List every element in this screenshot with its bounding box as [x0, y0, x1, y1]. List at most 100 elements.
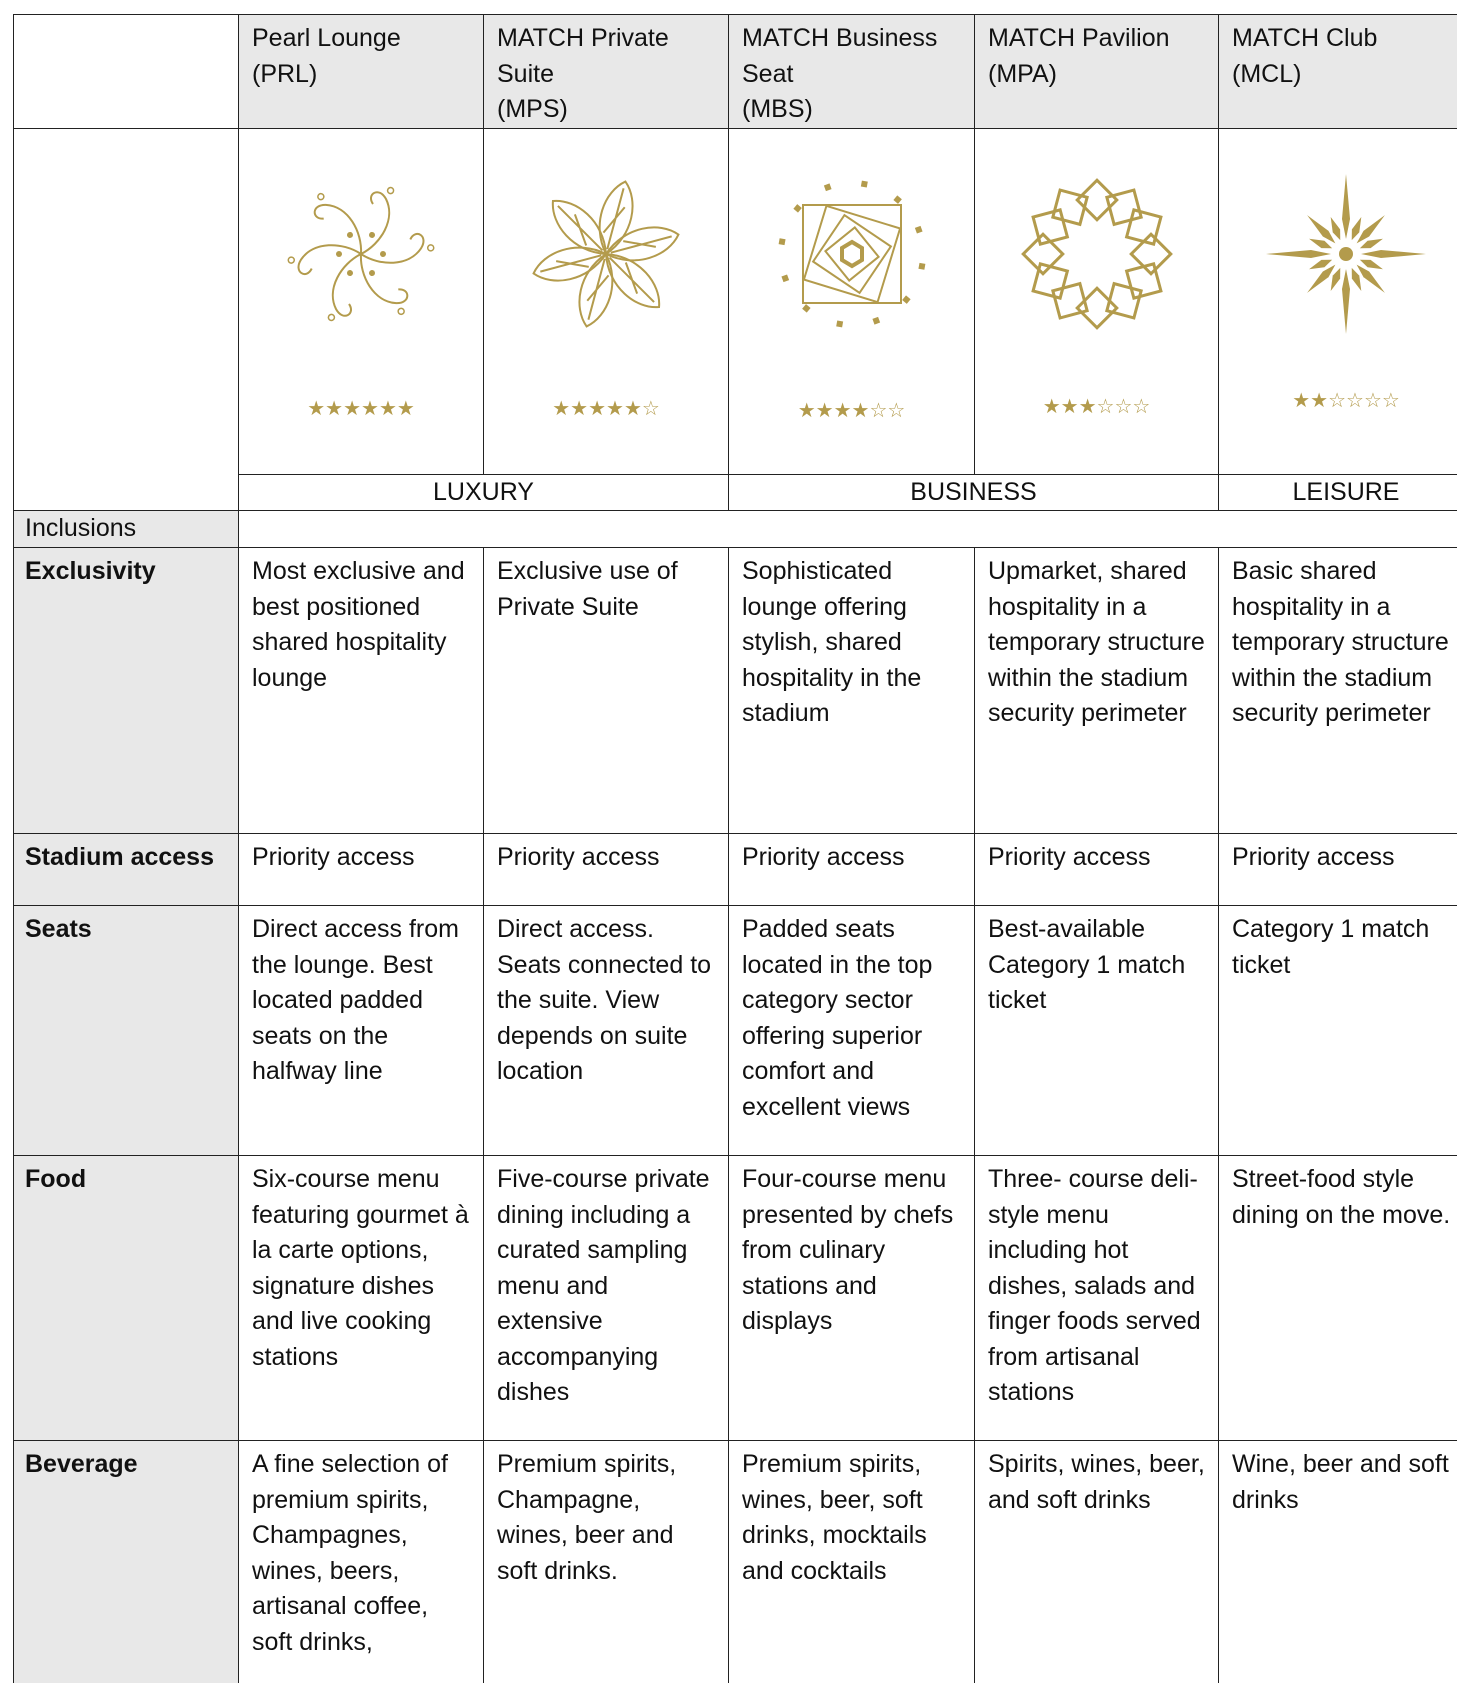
blank-cell	[238, 510, 1457, 548]
cell-text: Category 1 match ticket	[1218, 905, 1457, 1156]
cell-text: Spirits, wines, beer, and soft drinks	[974, 1440, 1219, 1683]
emblem-group	[532, 179, 680, 328]
motif-stroke	[359, 253, 409, 304]
star-empty: ☆	[1363, 390, 1382, 412]
motif-diamond	[1342, 268, 1350, 334]
star-filled: ★	[325, 398, 344, 420]
star-filled: ★	[1042, 396, 1061, 418]
star-empty: ☆	[1132, 396, 1151, 418]
star-empty: ☆	[1114, 396, 1133, 418]
motif-diamond	[1356, 264, 1385, 293]
motif-square	[1030, 207, 1069, 246]
cell-text: Wine, beer and soft drinks	[1218, 1440, 1457, 1683]
motif-square	[801, 203, 902, 304]
motif-dot	[801, 303, 811, 313]
motif-dot	[386, 186, 395, 194]
motif-dot	[397, 307, 405, 315]
icon-cell: ★★★☆☆☆	[974, 127, 1219, 475]
motif-dot	[917, 262, 925, 270]
cell-text: Three- course deli-style menu including …	[974, 1155, 1219, 1441]
motif-petal	[598, 179, 634, 255]
star-empty: ☆	[887, 400, 906, 422]
column-header: MATCH Private Suite (MPS)	[483, 14, 729, 129]
row-label: Food	[13, 1155, 239, 1441]
corner-cell	[13, 14, 239, 129]
motif-dot	[835, 319, 843, 327]
star-empty: ☆	[1328, 390, 1346, 412]
icon-cell: ★★★★★☆	[483, 127, 729, 475]
star-filled: ★	[378, 398, 397, 420]
motif-square	[802, 204, 901, 303]
motif-stroke	[297, 243, 362, 275]
table-row: Exclusivity Most exclusive and best posit…	[13, 547, 1457, 834]
star-filled: ★	[396, 398, 415, 420]
emblem-group	[1020, 177, 1173, 330]
star-empty: ☆	[869, 400, 888, 422]
emblem	[778, 180, 925, 327]
row-label: Exclusivity	[13, 547, 239, 834]
cell-text: A fine selection of premium spirits, Cha…	[238, 1440, 484, 1683]
tier-label: LUXURY	[238, 473, 729, 511]
motif-core	[1339, 246, 1353, 261]
motif-diamond	[1309, 238, 1333, 248]
emblem	[287, 186, 435, 321]
motif-dot	[778, 237, 786, 245]
table-row: ★★★★★★ ★★★★★☆ ★★★★☆☆ ★★★☆☆☆ ★★☆☆☆☆	[13, 127, 1457, 511]
motif-square	[1050, 281, 1089, 320]
star-filled: ★	[343, 398, 361, 420]
cell-text: Priority access	[1218, 833, 1457, 906]
motif-stroke	[331, 252, 362, 317]
motif-diamond	[1266, 249, 1331, 258]
table-body: Pearl Lounge (PRL) MATCH Private Suite (M…	[13, 14, 1457, 1683]
motif-square	[1050, 187, 1089, 226]
motif-diamond	[1330, 267, 1341, 291]
motif-diamond	[1342, 173, 1350, 239]
cell-text: Direct access. Seats connected to the su…	[483, 905, 729, 1156]
motif-square	[1128, 231, 1173, 276]
motif-diamond	[1359, 259, 1383, 269]
cell-text: Priority access	[483, 833, 729, 906]
tier-label: BUSINESS	[728, 473, 1219, 511]
motif-petal	[532, 246, 608, 281]
column-header: Pearl Lounge (PRL)	[238, 14, 484, 129]
tier-label: LEISURE	[1218, 473, 1457, 511]
motif-dot	[823, 182, 832, 191]
star-filled: ★	[606, 398, 624, 420]
inclusions-label: Inclusions	[13, 510, 239, 548]
star-filled: ★	[588, 398, 606, 420]
motif-diamond	[1307, 214, 1336, 243]
cell-text: Priority access	[238, 833, 484, 906]
icon-cell: ★★☆☆☆☆	[1218, 127, 1457, 475]
table-row: Stadium access Priority access Priority ac…	[13, 833, 1457, 906]
motif-petal	[551, 199, 608, 255]
motif-dot	[914, 225, 923, 234]
motif-dot	[327, 313, 336, 321]
motif-petal	[604, 252, 661, 308]
table-row: Pearl Lounge (PRL) MATCH Private Suite (M…	[13, 14, 1457, 129]
motif-dot	[369, 269, 375, 276]
motif-dot	[892, 194, 902, 204]
motif-diamond	[1351, 267, 1362, 291]
cell-text: Basic shared hospitality in a temporary …	[1218, 547, 1457, 834]
star-filled: ★	[1060, 396, 1079, 418]
star-empty: ☆	[641, 398, 660, 420]
star-empty: ☆	[1346, 390, 1364, 412]
star-empty: ☆	[1096, 396, 1115, 418]
motif-dot	[380, 250, 386, 257]
motif-square	[1020, 231, 1065, 276]
cell-text: Premium spirits, Champagne, wines, beer …	[483, 1440, 729, 1683]
motif-dot	[901, 294, 911, 304]
star-filled: ★	[1078, 396, 1097, 418]
cell-text: Street-food style dining on the move.	[1218, 1155, 1457, 1441]
blank-cell	[13, 127, 239, 511]
motif-square	[1104, 187, 1143, 226]
star-filled: ★	[851, 400, 870, 422]
emblem	[1266, 173, 1426, 334]
star-rating: ★★☆☆☆☆	[1220, 390, 1457, 412]
star-filled: ★	[797, 400, 816, 422]
motif-dot	[336, 250, 342, 257]
emblem	[1020, 177, 1173, 330]
motif-petal	[578, 252, 614, 328]
emblem	[532, 179, 680, 328]
